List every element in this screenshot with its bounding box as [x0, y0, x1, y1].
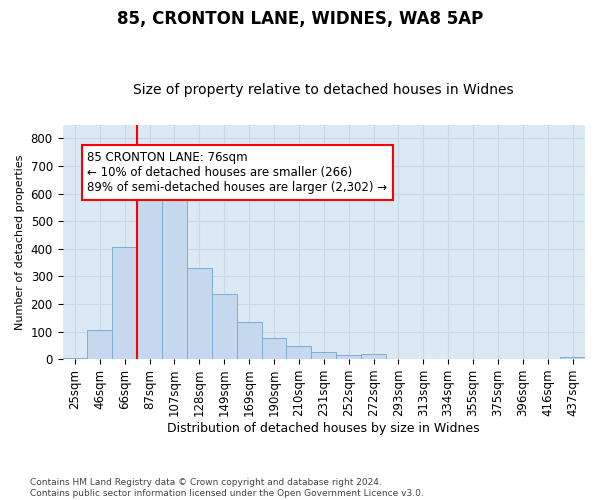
- Bar: [311, 352, 336, 359]
- X-axis label: Distribution of detached houses by size in Widnes: Distribution of detached houses by size …: [167, 422, 480, 435]
- Bar: [88, 330, 112, 359]
- Bar: [262, 338, 286, 359]
- Bar: [361, 354, 386, 359]
- Bar: [212, 294, 236, 359]
- Y-axis label: Number of detached properties: Number of detached properties: [15, 154, 25, 330]
- Bar: [62, 358, 88, 359]
- Bar: [336, 355, 361, 359]
- Bar: [162, 196, 187, 359]
- Bar: [236, 322, 262, 359]
- Text: 85 CRONTON LANE: 76sqm
← 10% of detached houses are smaller (266)
89% of semi-de: 85 CRONTON LANE: 76sqm ← 10% of detached…: [88, 151, 388, 194]
- Bar: [137, 190, 162, 359]
- Text: 85, CRONTON LANE, WIDNES, WA8 5AP: 85, CRONTON LANE, WIDNES, WA8 5AP: [117, 10, 483, 28]
- Bar: [187, 268, 212, 359]
- Title: Size of property relative to detached houses in Widnes: Size of property relative to detached ho…: [133, 83, 514, 97]
- Bar: [560, 357, 585, 359]
- Bar: [286, 346, 311, 359]
- Text: Contains HM Land Registry data © Crown copyright and database right 2024.
Contai: Contains HM Land Registry data © Crown c…: [30, 478, 424, 498]
- Bar: [112, 247, 137, 359]
